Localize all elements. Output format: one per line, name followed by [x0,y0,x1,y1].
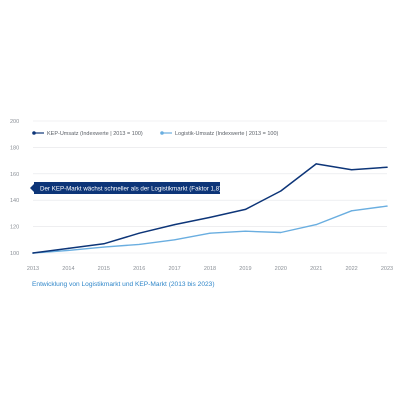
data-point [386,205,388,207]
legend-item-kep: KEP-Umsatz (Indexwerte | 2013 = 100) [32,131,143,137]
data-point [138,243,140,246]
callout-pointer [30,184,34,192]
data-point [351,210,353,212]
x-tick-label: 2015 [98,266,110,272]
x-tick-label: 2022 [345,266,357,272]
x-tick-label: 2014 [62,266,74,272]
data-point [174,239,176,241]
x-tick-label: 2021 [310,266,322,272]
legend-label-logistik: Logistik-Umsatz (Indexwerte | 2013 = 100… [175,131,279,137]
data-point [138,232,140,234]
y-tick-label: 180 [10,145,19,151]
legend-marker-kep [32,131,36,135]
data-point [315,224,317,226]
y-tick-label: 100 [10,251,19,257]
data-point [103,243,105,245]
data-point [280,190,282,192]
x-tick-label: 2016 [133,266,145,272]
legend-item-logistik: Logistik-Umsatz (Indexwerte | 2013 = 100… [160,131,279,137]
y-tick-label: 160 [10,172,19,178]
data-point [315,163,317,165]
grid-lines [33,120,387,254]
data-point [244,230,246,232]
callout-text: Der KEP-Markt wächst schneller als der L… [40,185,221,192]
y-tick-label: 200 [10,119,19,125]
annotation-callout: Der KEP-Markt wächst schneller als der L… [30,182,221,194]
chart-caption: Entwicklung von Logistikmarkt und KEP-Ma… [32,281,215,288]
x-tick-label: 2018 [204,266,216,272]
series-lines [32,163,388,254]
y-tick-label: 120 [10,225,19,231]
legend: KEP-Umsatz (Indexwerte | 2013 = 100) Log… [32,131,279,137]
x-tick-label: 2020 [275,266,287,272]
data-point [67,247,69,249]
y-axis-ticks: 100 120 140 160 180 200 [10,119,19,257]
data-point [209,216,211,218]
data-point [103,246,105,248]
series-line-0 [32,163,388,254]
data-point [67,249,69,251]
y-tick-label: 140 [10,198,19,204]
data-point [386,166,388,168]
x-tick-label: 2023 [381,266,393,272]
x-axis-ticks: 2013 2014 2015 2016 2017 2018 2019 2020 2021 2022… [27,266,393,272]
callout-box [34,182,220,194]
data-point [244,208,246,211]
data-point [174,224,176,226]
legend-marker-logistik [160,131,164,135]
data-point [209,232,211,234]
x-tick-label: 2019 [239,266,251,272]
data-point [351,169,353,171]
x-tick-label: 2017 [168,266,180,272]
data-point [280,231,282,234]
legend-label-kep: KEP-Umsatz (Indexwerte | 2013 = 100) [47,131,143,137]
x-tick-label: 2013 [27,266,39,272]
data-point [32,252,34,254]
